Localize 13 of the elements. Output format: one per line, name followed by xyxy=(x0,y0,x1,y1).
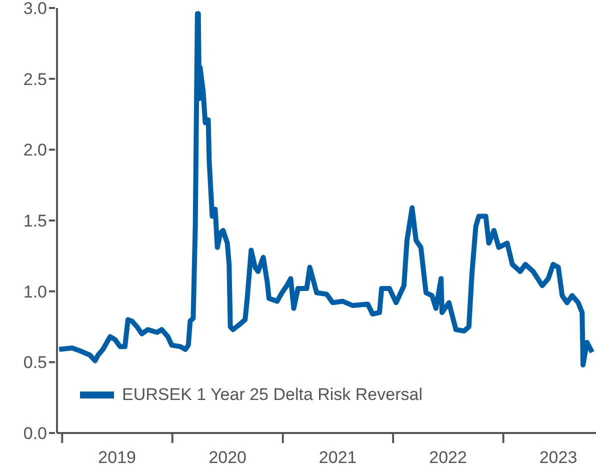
y-tick-label: 0.5 xyxy=(23,353,47,372)
y-tick-label: 0.0 xyxy=(23,424,47,443)
y-tick-label: 1.0 xyxy=(23,282,47,302)
x-tick-label: 2023 xyxy=(539,448,578,467)
y-tick-label: 3.0 xyxy=(23,0,47,18)
y-tick-label: 2.5 xyxy=(23,70,47,89)
y-tick-label: 1.5 xyxy=(23,212,47,230)
legend-label: EURSEK 1 Year 25 Delta Risk Reversal xyxy=(122,385,422,405)
x-tick-label: 2020 xyxy=(208,448,247,467)
y-tick-label: 2.0 xyxy=(23,140,47,160)
x-tick-label: 2019 xyxy=(98,448,136,467)
x-tick-label: 2021 xyxy=(318,448,357,467)
x-tick-label: 2022 xyxy=(429,448,467,467)
